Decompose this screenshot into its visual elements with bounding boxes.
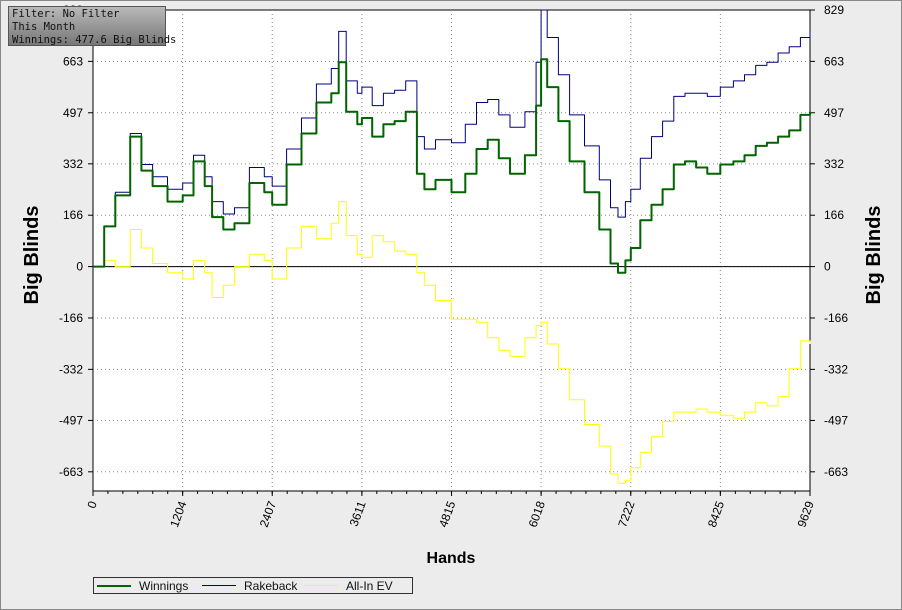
y-axis-right: 829 663 497 332 166 0 -166 -332 -497 -663 [810, 3, 848, 479]
legend-swatch-winnings [97, 585, 131, 587]
legend: Winnings Rakeback All-In EV [93, 577, 413, 594]
y-tick-label-left: -166 [59, 311, 83, 325]
x-axis-title: Hands [427, 550, 476, 567]
y-tick-label-left: 166 [63, 208, 83, 222]
y-tick-label-right: 332 [824, 157, 844, 171]
y-tick-label-left: 332 [63, 157, 83, 171]
legend-swatch-allin-ev [304, 585, 338, 586]
y-tick-label-left: -332 [59, 362, 83, 376]
y-tick-label-right: 497 [824, 106, 844, 120]
filter-text: Filter: No Filter [12, 8, 120, 20]
y-tick-label-right: -497 [824, 413, 848, 427]
winnings-text: Winnings: 477.6 Big Blinds [12, 34, 177, 46]
y-axis-title-right: Big Blinds [863, 206, 885, 305]
legend-label-rakeback: Rakeback [244, 579, 298, 593]
legend-label-winnings: Winnings [139, 579, 189, 593]
series-line-all-in-ev [93, 201, 811, 484]
summary-box: Filter: No Filter This Month Winnings: 4… [8, 6, 177, 46]
y-tick-label-right: -166 [824, 311, 848, 325]
x-tick-label: 0 [84, 499, 100, 510]
y-tick-label-left: -497 [59, 413, 83, 427]
series-lines [93, 9, 811, 484]
y-tick-label-left: 497 [63, 106, 83, 120]
y-tick-label-right: -332 [824, 362, 848, 376]
series-line-rakeback [93, 9, 811, 268]
y-tick-label-right: 663 [824, 54, 844, 68]
y-tick-label-left: 0 [76, 260, 83, 274]
y-tick-label-right: 0 [824, 260, 831, 274]
y-tick-label-right: 166 [824, 208, 844, 222]
legend-swatch-rakeback [202, 585, 236, 586]
series-line-winnings [93, 58, 811, 274]
y-tick-label-right: -663 [824, 465, 848, 479]
period-text: This Month [12, 21, 76, 33]
y-tick-label-right: 829 [824, 3, 844, 17]
y-tick-label-left: 663 [63, 54, 83, 68]
y-tick-label-left: -663 [59, 465, 83, 479]
y-axis-title-left: Big Blinds [21, 206, 43, 305]
legend-label-allin-ev: All-In EV [346, 579, 393, 593]
